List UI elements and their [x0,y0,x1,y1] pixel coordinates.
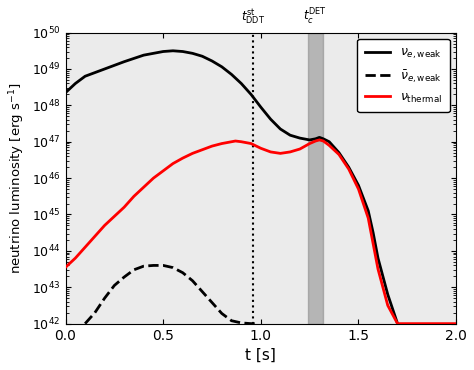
Y-axis label: neutrino luminosity [erg s$^{-1}$]: neutrino luminosity [erg s$^{-1}$] [7,83,27,274]
Legend: $\nu_{e,\mathrm{weak}}$, $\bar{\nu}_{e,\mathrm{weak}}$, $\nu_{\mathrm{thermal}}$: $\nu_{e,\mathrm{weak}}$, $\bar{\nu}_{e,\… [357,39,450,112]
Bar [308,33,323,324]
X-axis label: t [s]: t [s] [246,348,276,363]
Text: $t^{\rm DET}_{c}$: $t^{\rm DET}_{c}$ [303,7,328,27]
Text: $t^{\rm st}_{\rm DDT}$: $t^{\rm st}_{\rm DDT}$ [241,8,265,27]
